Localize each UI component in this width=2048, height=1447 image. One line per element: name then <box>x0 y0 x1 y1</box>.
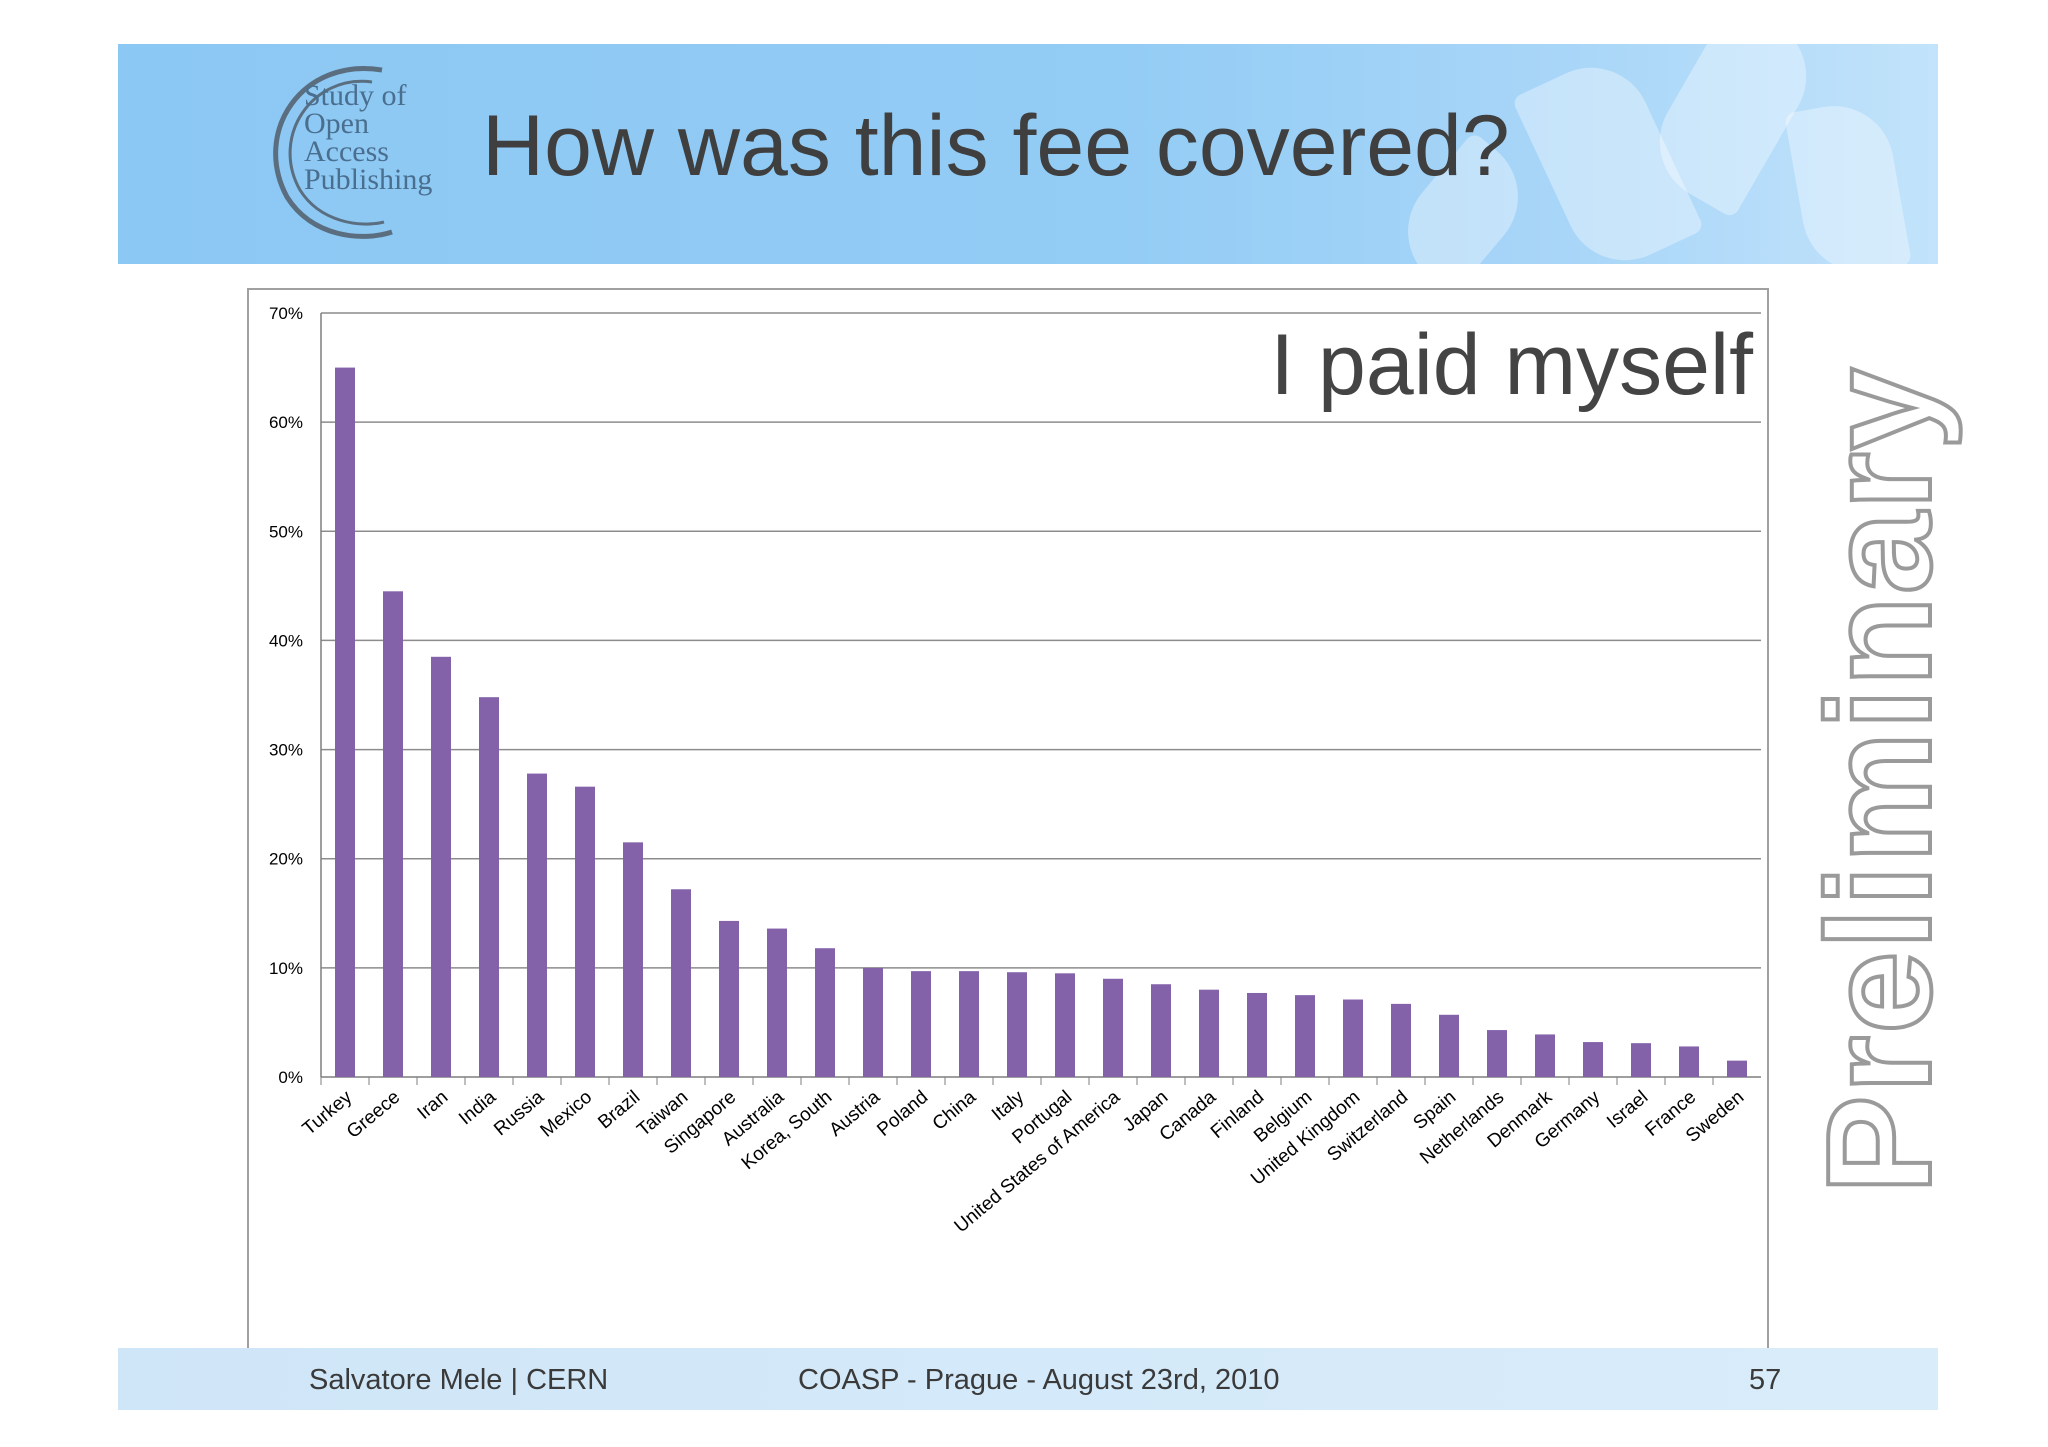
bar <box>1199 989 1219 1077</box>
x-tick-label: Austria <box>825 1086 884 1140</box>
header-band <box>118 44 1938 264</box>
bar <box>383 591 403 1077</box>
y-tick-label: 20% <box>269 850 303 869</box>
x-tick-label: Mexico <box>537 1087 597 1142</box>
y-tick-label: 40% <box>269 631 303 650</box>
bar <box>1103 978 1123 1077</box>
bar <box>1391 1003 1411 1077</box>
y-tick-label: 30% <box>269 741 303 760</box>
chart-frame: 0% 10% 20% 30% 40% 50% 60% 70% Turkey Greece Iran I… <box>247 288 1769 1356</box>
y-tick-label: 70% <box>269 304 303 323</box>
footer-page-number: 57 <box>1749 1364 1782 1396</box>
x-tick-label: China <box>929 1086 981 1134</box>
bar <box>1007 972 1027 1077</box>
logo-text-access: Access <box>304 135 389 168</box>
x-tick-label: Iran <box>414 1087 453 1124</box>
bar <box>1679 1046 1699 1077</box>
bar <box>911 971 931 1077</box>
logo-text-publishing: Publishing <box>304 163 433 196</box>
bar <box>1535 1034 1555 1077</box>
bar <box>959 971 979 1077</box>
bar <box>671 889 691 1077</box>
bar <box>1151 984 1171 1077</box>
y-tick-label: 60% <box>269 413 303 432</box>
bar <box>1487 1030 1507 1077</box>
bar <box>527 773 547 1077</box>
header-decoration <box>1783 96 1913 264</box>
bar <box>815 948 835 1077</box>
x-tick-label: Poland <box>873 1087 932 1141</box>
soap-logo: Study of Open Access Publishing <box>262 62 452 242</box>
bar <box>479 697 499 1077</box>
bar <box>575 786 595 1077</box>
y-tick-label: 50% <box>269 522 303 541</box>
preliminary-watermark: Preliminary <box>1795 364 1964 1196</box>
bar <box>719 920 739 1077</box>
bar <box>1055 973 1075 1077</box>
bar <box>431 656 451 1077</box>
bar <box>1583 1042 1603 1077</box>
bar <box>335 367 355 1077</box>
footer-band <box>118 1348 1938 1410</box>
logo-arc-icon <box>273 66 393 239</box>
bar <box>863 967 883 1077</box>
bar <box>1439 1014 1459 1077</box>
footer-event: COASP - Prague - August 23rd, 2010 <box>798 1364 1280 1396</box>
bar <box>1727 1060 1747 1077</box>
footer-author: Salvatore Mele | CERN <box>309 1364 609 1396</box>
y-tick-label: 10% <box>269 959 303 978</box>
chart-title: I paid myself <box>1270 317 1753 413</box>
bar <box>1631 1043 1651 1077</box>
logo-text-open: Open <box>304 107 369 140</box>
x-tick-label: Russia <box>490 1086 548 1140</box>
bar <box>767 928 787 1077</box>
x-tick-label: Greece <box>343 1087 404 1143</box>
bar <box>1295 995 1315 1077</box>
bar <box>1343 999 1363 1077</box>
y-tick-label: 0% <box>278 1068 303 1087</box>
bar <box>623 842 643 1077</box>
bar <box>1247 992 1267 1077</box>
slide-title: How was this fee covered? <box>482 98 1510 194</box>
logo-text-study: Study of <box>304 79 407 112</box>
